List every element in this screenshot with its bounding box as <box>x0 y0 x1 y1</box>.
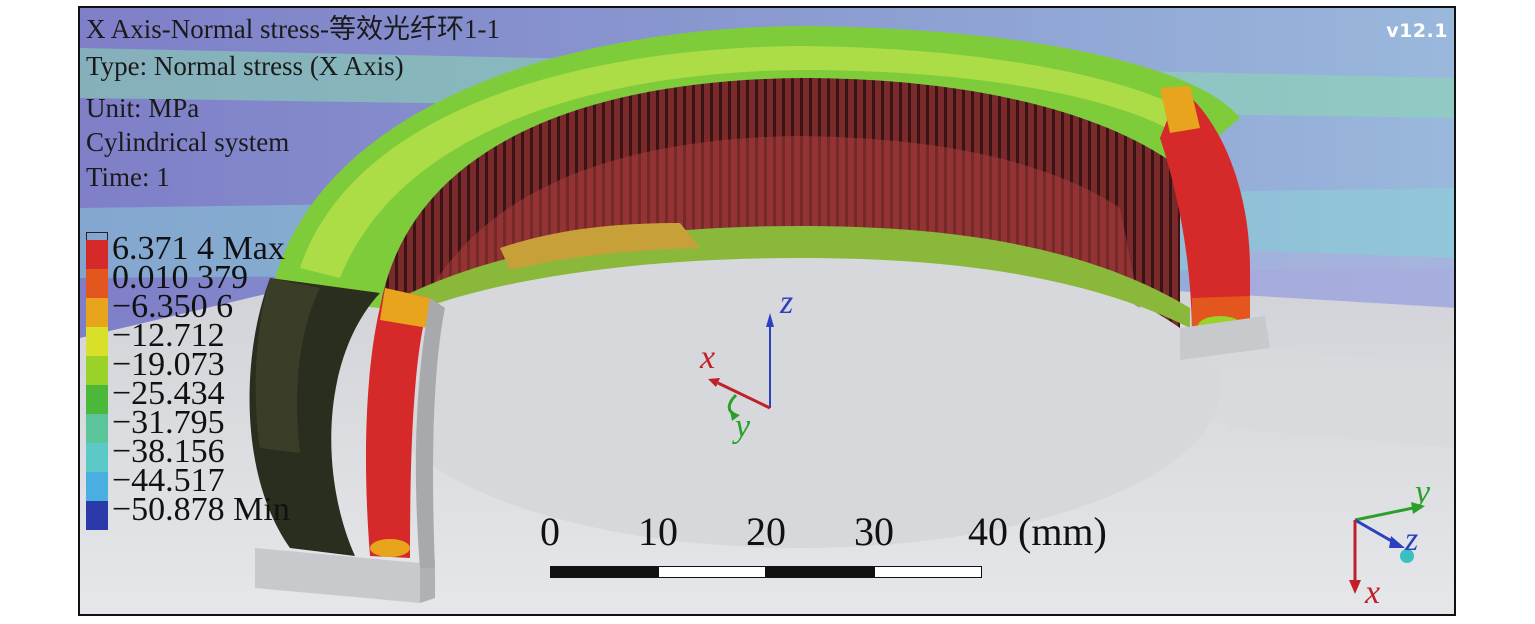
legend-label: −19.073 <box>112 346 225 383</box>
ring-inner-wall-shade <box>420 136 1140 308</box>
scale-tick-label: 20 <box>746 509 786 554</box>
left-pedestal <box>255 548 420 603</box>
center-z-arrow <box>766 313 774 327</box>
legend-swatch <box>86 298 108 327</box>
result-title: X Axis-Normal stress-等效光纤环1-1 <box>86 14 500 44</box>
legend-label: −38.156 <box>112 433 225 470</box>
legend-swatch <box>86 443 108 472</box>
ring-left-section-top <box>380 288 430 328</box>
result-type: Type: Normal stress (X Axis) <box>86 51 404 81</box>
left-pedestal-side <box>420 561 435 603</box>
legend-swatch <box>86 414 108 443</box>
legend-label: −25.434 <box>112 375 225 412</box>
ring-top-rim-highlight <box>300 46 1210 278</box>
corner-axis-triad[interactable] <box>1335 488 1445 608</box>
result-unit: Unit: MPa <box>86 93 200 123</box>
ring-left-outer-shade <box>255 278 320 453</box>
legend-swatch <box>86 327 108 356</box>
scale-tick-label: 40 (mm) <box>968 509 1107 554</box>
legend-swatch <box>86 269 108 298</box>
corner-z-axis <box>1354 518 1396 545</box>
scale-tick-label: 30 <box>854 509 894 554</box>
scale-segment <box>550 566 658 578</box>
right-pedestal <box>1180 316 1270 360</box>
ring-floor <box>380 228 1220 548</box>
scale-tick-label: 0 <box>540 509 560 554</box>
scale-segment <box>766 566 874 578</box>
scale-tick-label: 10 <box>638 509 678 554</box>
corner-x-arrow <box>1349 580 1361 594</box>
corner-y-axis <box>1354 506 1414 522</box>
legend-label: −6.350 6 <box>112 288 234 325</box>
scale-segment <box>874 566 982 578</box>
legend-label: −50.878 Min <box>112 491 290 528</box>
legend-label: 0.010 379 <box>112 259 248 296</box>
center-x-axis <box>717 381 771 410</box>
legend-label: 6.371 4 Max <box>112 230 285 267</box>
corner-origin-sphere <box>1400 549 1414 563</box>
legend-swatch <box>86 240 108 269</box>
legend-swatch <box>86 501 108 530</box>
center-y-arrow <box>730 411 740 421</box>
version-badge: v12.1 <box>1386 20 1448 42</box>
center-x-arrow <box>708 378 720 387</box>
legend-label: −31.795 <box>112 404 225 441</box>
center-x-label: x <box>700 339 716 376</box>
viewport-3d[interactable]: X Axis-Normal stress-等效光纤环1-1 Type: Norm… <box>78 6 1456 616</box>
center-z-label: z <box>780 284 794 321</box>
center-axis-triad <box>708 313 774 421</box>
legend-swatch <box>86 356 108 385</box>
corner-z-arrow <box>1389 536 1405 548</box>
corner-y-label: y <box>1415 474 1431 511</box>
ring-left-section <box>365 288 430 558</box>
ring-right-section <box>1160 88 1250 338</box>
corner-y-arrow <box>1411 502 1425 514</box>
model-scene[interactable] <box>80 8 1456 616</box>
scale-segment <box>658 566 766 578</box>
corner-x-label: x <box>1365 574 1381 611</box>
legend-label: −12.712 <box>112 317 225 354</box>
ring-right-top-highlight <box>1160 86 1200 133</box>
ring-left-cap-highlight <box>370 539 410 557</box>
coordinate-system: Cylindrical system <box>86 127 290 157</box>
center-y-label: y <box>735 408 751 445</box>
base-plate-edge <box>1180 338 1454 448</box>
legend-swatch <box>86 385 108 414</box>
legend-swatch <box>86 472 108 501</box>
ring-inner-band-orange <box>500 223 700 270</box>
legend-label: −44.517 <box>112 462 225 499</box>
time-step: Time: 1 <box>86 162 170 192</box>
corner-z-label: z <box>1405 521 1419 558</box>
ring-inner-left-wall <box>415 298 445 568</box>
